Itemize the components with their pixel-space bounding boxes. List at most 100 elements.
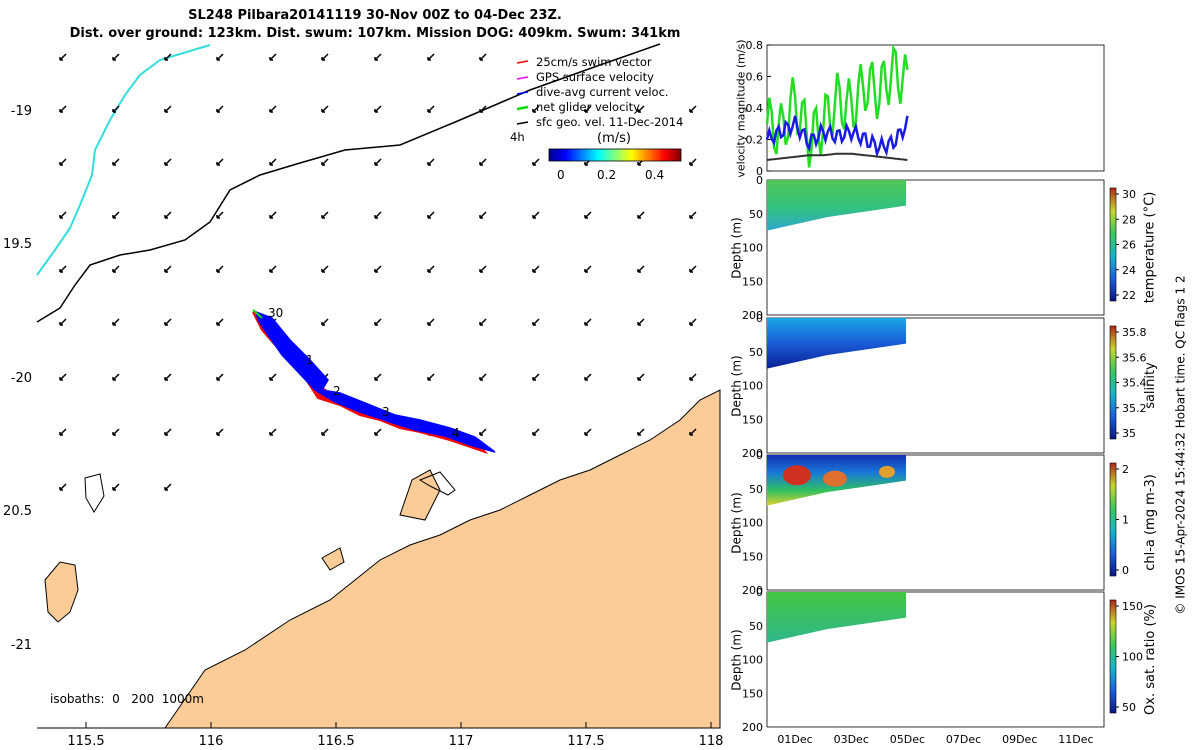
vector-arrow (321, 158, 329, 166)
vector-arrow (216, 105, 224, 113)
vector-arrow (532, 105, 540, 113)
date-tick-label: 03Dec (834, 733, 869, 746)
map-y-axis: -19 19.5 -20 20.5 -21 (3, 104, 32, 653)
colorbar-tick-label: 100 (1122, 651, 1143, 664)
vector-arrow (59, 53, 67, 61)
vector-arrow (216, 265, 224, 273)
vector-arrow (689, 211, 697, 219)
vector-arrow (584, 105, 592, 113)
vector-arrow (374, 53, 382, 61)
vector-arrow (427, 105, 435, 113)
vector-arrow (164, 211, 172, 219)
vector-arrow (689, 105, 697, 113)
section-heatmap (767, 318, 907, 369)
vector-arrow (112, 373, 120, 381)
vector-arrow (216, 211, 224, 219)
vector-arrow (479, 158, 487, 166)
vector-arrow (584, 265, 592, 273)
vector-arrow (164, 158, 172, 166)
depth-tick-label: 0 (756, 449, 763, 462)
vector-arrow (59, 265, 67, 273)
vector-arrow (427, 211, 435, 219)
vector-arrow (532, 158, 540, 166)
date-tick-label: 01Dec (777, 733, 812, 746)
track-label: 2 (333, 384, 341, 398)
chl-max-patch (879, 465, 895, 478)
depth-tick-label: 100 (742, 380, 763, 393)
colorbar-label: salinity (1142, 362, 1158, 409)
x-tick-label: 115.5 (67, 734, 104, 749)
y-tick-label: -21 (11, 638, 32, 653)
colorbar-tick-label: 50 (1122, 701, 1136, 714)
vector-arrow (479, 211, 487, 219)
y-tick-label: 0 (756, 165, 763, 178)
depth-tick-label: 150 (742, 275, 763, 288)
vector-arrow (374, 265, 382, 273)
vector-arrow (374, 211, 382, 219)
colorbar-tick-label: 26 (1122, 239, 1136, 252)
vector-arrow (112, 265, 120, 273)
vector-arrow (532, 211, 540, 219)
depth-tick-label: 150 (742, 413, 763, 426)
colorbar-tick-label: 35 (1122, 427, 1136, 440)
island (399, 469, 441, 521)
glider-track-blue (254, 310, 496, 453)
colorbar-label: chl-a (mg m-3) (1142, 474, 1158, 571)
section-heatmap (767, 592, 907, 643)
vector-arrow (374, 318, 382, 326)
y-tick-label: -20 (11, 371, 32, 386)
depth-tick-label: 100 (742, 517, 763, 530)
y-tick-label: 0.4 (746, 102, 764, 115)
island (84, 473, 105, 513)
colorbar-tick-label: 35.6 (1122, 351, 1147, 364)
depth-ylabel: Depth (m) (729, 216, 744, 279)
x-tick-label: 117 (449, 734, 474, 749)
depth-panels: 050100150200302826242205010015020035.835… (742, 174, 1147, 734)
track-label: 30 (268, 306, 283, 320)
colorbar-unit: (m/s) (597, 131, 631, 146)
y-tick-label: 0.2 (746, 134, 764, 147)
series-dive-avg-current (765, 115, 909, 159)
vector-arrow (427, 318, 435, 326)
y-tick-label: -19 (11, 104, 32, 119)
vector-arrow (112, 483, 120, 491)
vector-arrow (321, 428, 329, 436)
vector-arrow (374, 428, 382, 436)
series-sfc-geo-vel (766, 152, 908, 161)
vector-arrow (59, 158, 67, 166)
track-label: 1 (306, 353, 314, 367)
vector-arrow (112, 428, 120, 436)
vector-arrow (427, 265, 435, 273)
date-tick-label: 07Dec (946, 733, 981, 746)
depth-tick-label: 50 (749, 208, 763, 221)
vector-arrow (374, 158, 382, 166)
legend-entry: dive-avg current veloc. (536, 85, 669, 99)
vector-arrow (164, 483, 172, 491)
x-tick-label: 116 (199, 734, 224, 749)
vector-arrow (216, 373, 224, 381)
vector-arrow (637, 373, 645, 381)
vector-arrow (321, 53, 329, 61)
vector-arrow (479, 428, 487, 436)
vector-arrow (269, 158, 277, 166)
vector-arrow (637, 211, 645, 219)
depth-tick-label: 100 (742, 242, 763, 255)
vector-arrow (374, 105, 382, 113)
chl-max-patch (823, 470, 847, 487)
legend-entry: 25cm/s swim vector (536, 55, 652, 69)
section-colorbar (1109, 187, 1117, 302)
colorbar-tick-label: 30 (1122, 188, 1136, 201)
colorbar-tick-label: 0 (1122, 564, 1129, 577)
vector-arrow (112, 211, 120, 219)
colorbar-tick-label: 22 (1122, 289, 1136, 302)
vector-arrow (532, 428, 540, 436)
island (321, 547, 345, 571)
vector-arrow (321, 318, 329, 326)
depth-tick-label: 50 (749, 620, 763, 633)
legend-entry: sfc geo. vel. 11-Dec-2014 (536, 115, 683, 129)
vector-arrow (59, 105, 67, 113)
vector-arrow (637, 318, 645, 326)
vector-arrow (59, 483, 67, 491)
legend-4h: 4h (510, 130, 525, 144)
